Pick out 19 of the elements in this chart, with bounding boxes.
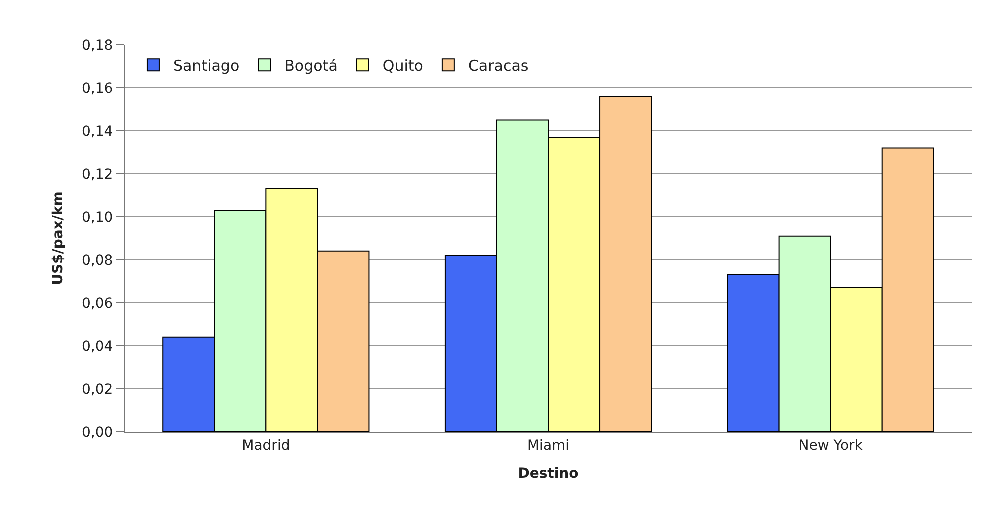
- y-tick-label: 0,12: [82, 166, 114, 183]
- y-tick-label: 0,04: [82, 338, 114, 355]
- y-tick-label: 0,02: [82, 382, 114, 398]
- legend-label: Caracas: [468, 56, 529, 75]
- y-tick-label: 0,18: [82, 38, 114, 54]
- x-tick-label: Miami: [527, 438, 570, 454]
- y-tick-label: 0,14: [82, 124, 114, 140]
- y-tick-label: 0,10: [82, 210, 114, 226]
- legend-label: Quito: [382, 56, 424, 75]
- y-axis-title: US$/pax/km: [50, 192, 67, 286]
- x-axis-title: Destino: [518, 466, 580, 482]
- legend-label: Bogotá: [284, 56, 338, 75]
- y-tick-label: 0,08: [82, 252, 114, 269]
- y-tick-label: 0,00: [82, 424, 114, 441]
- legend-label: Santiago: [173, 56, 240, 75]
- y-tick-label: 0,06: [82, 296, 114, 312]
- x-tick-label: New York: [798, 438, 864, 454]
- x-tick-label: Madrid: [242, 438, 290, 454]
- y-tick-label: 0,16: [82, 80, 114, 97]
